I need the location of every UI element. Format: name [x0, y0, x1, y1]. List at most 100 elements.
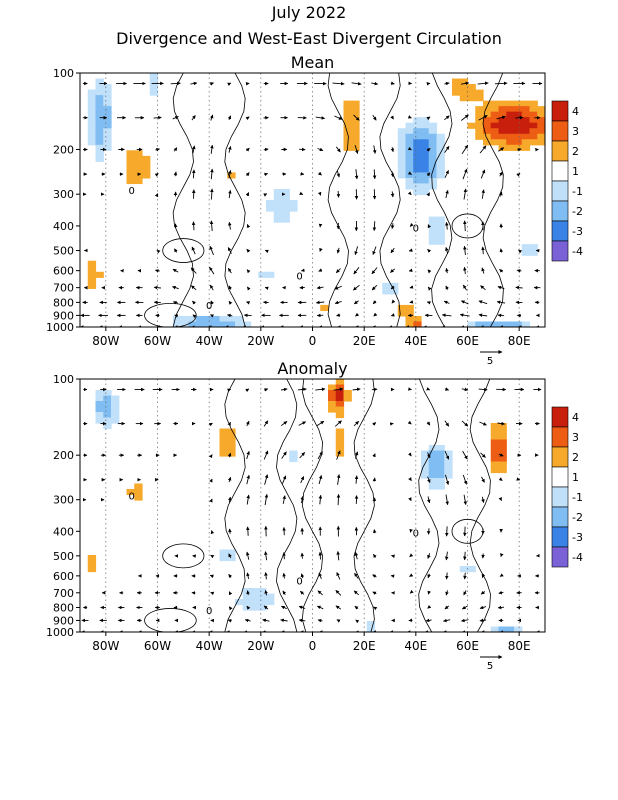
- anomaly-shade-cell: [111, 401, 120, 408]
- mean-shade-cell: [351, 139, 360, 146]
- mean-contour-loop: [162, 238, 205, 263]
- mean-vector: [462, 284, 467, 291]
- mean-vector: [173, 147, 178, 152]
- mean-vector: [445, 221, 449, 230]
- mean-shade-cell: [436, 139, 445, 146]
- mean-vector: [445, 189, 449, 199]
- anomaly-vector: [264, 572, 268, 580]
- mean-shade-cell: [273, 200, 283, 207]
- anomaly-vector: [245, 551, 250, 560]
- mean-shade-cell: [95, 78, 104, 85]
- anomaly-colorbar-swatch: [551, 526, 569, 548]
- mean-vector: [480, 285, 486, 291]
- anomaly-vector: [408, 477, 412, 482]
- mean-shade-cell: [475, 128, 484, 135]
- mean-shade-cell: [134, 150, 143, 157]
- mean-shade-cell: [382, 288, 391, 295]
- mean-vector: [407, 146, 412, 151]
- mean-vector: [372, 300, 377, 305]
- mean-vector: [407, 191, 412, 196]
- mean-vector: [499, 268, 504, 273]
- mean-shade-cell: [413, 133, 422, 140]
- mean-vector: [390, 223, 395, 229]
- anomaly-vector: [407, 420, 412, 425]
- mean-vector: [481, 267, 485, 274]
- anomaly-shade-cell: [219, 434, 228, 441]
- mean-shade-cell: [103, 139, 112, 146]
- mean-vector: [461, 114, 469, 121]
- anomaly-shade-cell: [444, 467, 453, 474]
- anomaly-vector: [227, 388, 232, 392]
- mean-shade-cell: [529, 117, 538, 124]
- mean-shade-cell: [506, 139, 515, 146]
- mean-vector: [227, 313, 233, 318]
- mean-shade-cell: [343, 106, 352, 113]
- anomaly-shade-cell: [87, 555, 97, 562]
- mean-shade-cell: [421, 161, 430, 168]
- mean-shade-cell: [405, 315, 414, 323]
- mean-shade-cell: [95, 139, 104, 146]
- mean-shade-cell: [227, 321, 236, 327]
- mean-shade-cell: [211, 315, 221, 323]
- mean-vector: [245, 147, 250, 152]
- mean-shade-cell: [103, 100, 112, 107]
- anomaly-y-tick-label: 1000: [46, 626, 74, 639]
- anomaly-vector: [264, 551, 268, 561]
- anomaly-vector: [246, 572, 250, 579]
- mean-vector: [317, 191, 322, 196]
- anomaly-vector: [463, 551, 467, 561]
- anomaly-shade-cell: [421, 461, 430, 468]
- mean-y-tick-label: 700: [53, 282, 74, 295]
- mean-vector: [390, 191, 395, 198]
- anomaly-shade-cell: [111, 395, 120, 402]
- anomaly-vector: [372, 453, 376, 458]
- anomaly-vector: [426, 421, 431, 426]
- mean-shade-cell: [490, 117, 500, 124]
- mean-shade-cell: [413, 315, 422, 323]
- anomaly-shade-cell: [335, 379, 345, 386]
- mean-vector: [478, 313, 488, 317]
- anomaly-shade-cell: [506, 626, 515, 632]
- mean-shade-cell: [537, 111, 545, 118]
- anomaly-shade-cell: [219, 555, 228, 562]
- anomaly-vector: [462, 474, 468, 485]
- mean-vector: [445, 247, 449, 254]
- mean-vector: [173, 171, 178, 177]
- mean-shade-cell: [397, 161, 407, 168]
- mean-vector: [427, 269, 432, 274]
- mean-shade-cell: [405, 133, 414, 140]
- mean-contour-line: [379, 73, 401, 327]
- mean-colorbar-swatch: [551, 140, 569, 162]
- anomaly-shade-cell: [343, 390, 352, 397]
- mean-shade-cell: [428, 177, 438, 185]
- anomaly-shade-cell: [258, 599, 267, 606]
- mean-shade-cell: [126, 150, 135, 157]
- mean-vector: [192, 314, 197, 319]
- anomaly-shade-cell: [459, 566, 469, 573]
- mean-shade-cell: [227, 315, 236, 323]
- mean-shade-cell: [95, 150, 104, 157]
- anomaly-field: 0 0 0 0: [81, 379, 542, 632]
- anomaly-vector: [354, 572, 359, 579]
- mean-shade-cell: [498, 111, 507, 118]
- mean-vector: [191, 285, 197, 291]
- mean-shade-cell: [506, 111, 515, 118]
- mean-vector: [209, 284, 214, 291]
- anomaly-vector: [246, 526, 250, 536]
- anomaly-vector: [498, 453, 504, 457]
- mean-vector: [443, 300, 450, 305]
- mean-shade-cell: [483, 111, 492, 118]
- anomaly-shade-cell: [103, 406, 112, 413]
- mean-shade-cell: [490, 128, 500, 135]
- anomaly-vector: [497, 421, 506, 426]
- mean-vector: [246, 286, 251, 291]
- mean-x-tick-label: 0: [309, 334, 317, 348]
- anomaly-vector: [427, 476, 431, 484]
- mean-shade-cell: [134, 177, 143, 185]
- mean-shade-cell: [459, 95, 469, 102]
- mean-vector: [499, 191, 503, 197]
- mean-shade-cell: [467, 95, 476, 102]
- mean-shade-cell: [514, 111, 523, 118]
- anomaly-vector: [263, 605, 269, 610]
